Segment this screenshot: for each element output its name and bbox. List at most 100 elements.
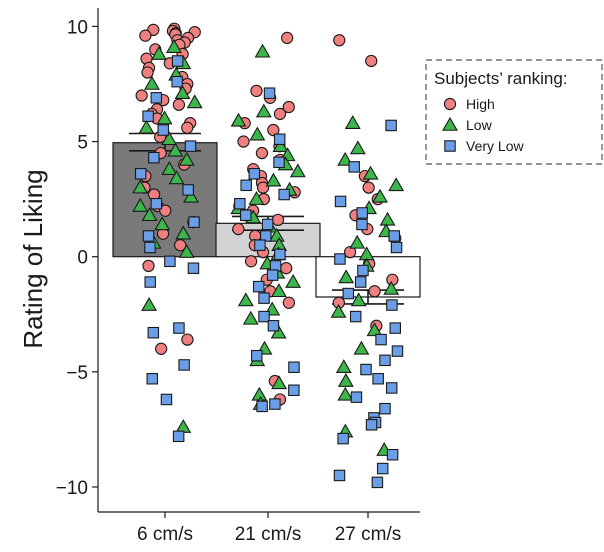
data-point — [157, 124, 170, 136]
data-point — [365, 54, 378, 68]
data-point — [288, 384, 300, 397]
data-point — [342, 287, 355, 300]
data-point — [334, 195, 347, 208]
data-point — [159, 204, 172, 217]
data-point — [376, 462, 389, 475]
data-point — [350, 292, 367, 307]
data-point — [273, 156, 285, 169]
data-point — [349, 310, 362, 323]
data-point — [350, 391, 363, 403]
data-point — [175, 225, 192, 240]
data-point — [375, 333, 387, 346]
data-point — [260, 230, 272, 242]
data-point — [265, 172, 282, 187]
data-point — [258, 310, 270, 323]
data-point — [388, 177, 405, 192]
data-point — [155, 342, 168, 355]
data-point — [161, 161, 178, 175]
data-point — [338, 269, 355, 284]
data-point — [267, 123, 280, 137]
data-point — [356, 218, 368, 231]
data-point — [138, 119, 155, 134]
data-point — [386, 448, 399, 461]
data-point — [132, 197, 149, 212]
data-point — [186, 94, 203, 109]
data-point — [237, 292, 254, 307]
data-point — [285, 273, 302, 288]
data-point — [389, 322, 402, 334]
data-point — [360, 363, 372, 376]
data-point — [388, 230, 400, 242]
data-point — [273, 133, 286, 146]
data-point — [348, 161, 360, 173]
data-point — [252, 280, 265, 293]
data-point — [249, 126, 266, 141]
data-point — [150, 92, 163, 104]
data-point — [240, 209, 252, 221]
data-point — [234, 197, 246, 210]
data-point — [237, 135, 250, 148]
legend-entry: Low — [442, 116, 493, 133]
data-point — [379, 211, 396, 226]
data-point — [156, 110, 173, 125]
data-point — [333, 34, 346, 47]
data-point — [386, 299, 398, 311]
legend-title: Subjects’ ranking: — [434, 69, 568, 88]
data-point — [365, 419, 378, 431]
data-point — [242, 310, 259, 325]
y-tick-label: −10 — [56, 478, 88, 499]
y-tick-label: 0 — [77, 248, 88, 269]
bar-0 — [112, 142, 218, 258]
data-point — [383, 280, 400, 295]
y-axis-label: Rating of Liking — [18, 169, 48, 348]
data-point — [366, 322, 383, 337]
data-point — [148, 151, 160, 164]
legend-label: High — [466, 96, 495, 112]
data-point — [254, 43, 271, 58]
data-point — [267, 320, 280, 332]
data-point — [357, 264, 369, 277]
data-point — [379, 354, 391, 367]
data-point — [168, 170, 185, 185]
data-points — [132, 22, 405, 489]
data-point — [181, 121, 194, 134]
data-point — [173, 322, 185, 334]
data-point — [390, 241, 403, 254]
data-point — [288, 361, 300, 373]
data-point — [256, 181, 270, 194]
data-point — [261, 218, 274, 231]
legend-marker — [444, 140, 456, 152]
data-point — [255, 103, 272, 118]
data-point — [269, 398, 281, 410]
data-point — [362, 165, 379, 180]
data-point — [344, 115, 361, 129]
data-point — [356, 207, 368, 219]
data-point — [337, 372, 354, 387]
data-point — [368, 285, 381, 298]
data-point — [172, 430, 185, 443]
data-point — [250, 84, 263, 98]
data-point — [372, 188, 388, 203]
data-point — [150, 45, 167, 60]
data-point — [282, 100, 295, 114]
data-point — [160, 393, 173, 406]
data-point — [164, 255, 176, 268]
x-tick-label: 27 cm/s — [335, 524, 402, 545]
data-point — [135, 89, 148, 102]
data-point — [271, 375, 288, 390]
data-point — [379, 402, 391, 415]
data-point — [232, 222, 245, 236]
data-point — [132, 179, 149, 194]
data-point — [171, 75, 183, 88]
data-point — [175, 418, 192, 433]
data-point — [167, 142, 184, 157]
data-point — [142, 259, 155, 273]
data-point — [178, 243, 195, 258]
x-tick-label: 6 cm/s — [137, 524, 193, 545]
data-point — [141, 207, 158, 222]
data-point — [147, 326, 160, 339]
data-point — [161, 131, 178, 146]
data-point — [174, 85, 191, 100]
data-point — [349, 140, 366, 155]
legend-marker — [443, 97, 457, 111]
